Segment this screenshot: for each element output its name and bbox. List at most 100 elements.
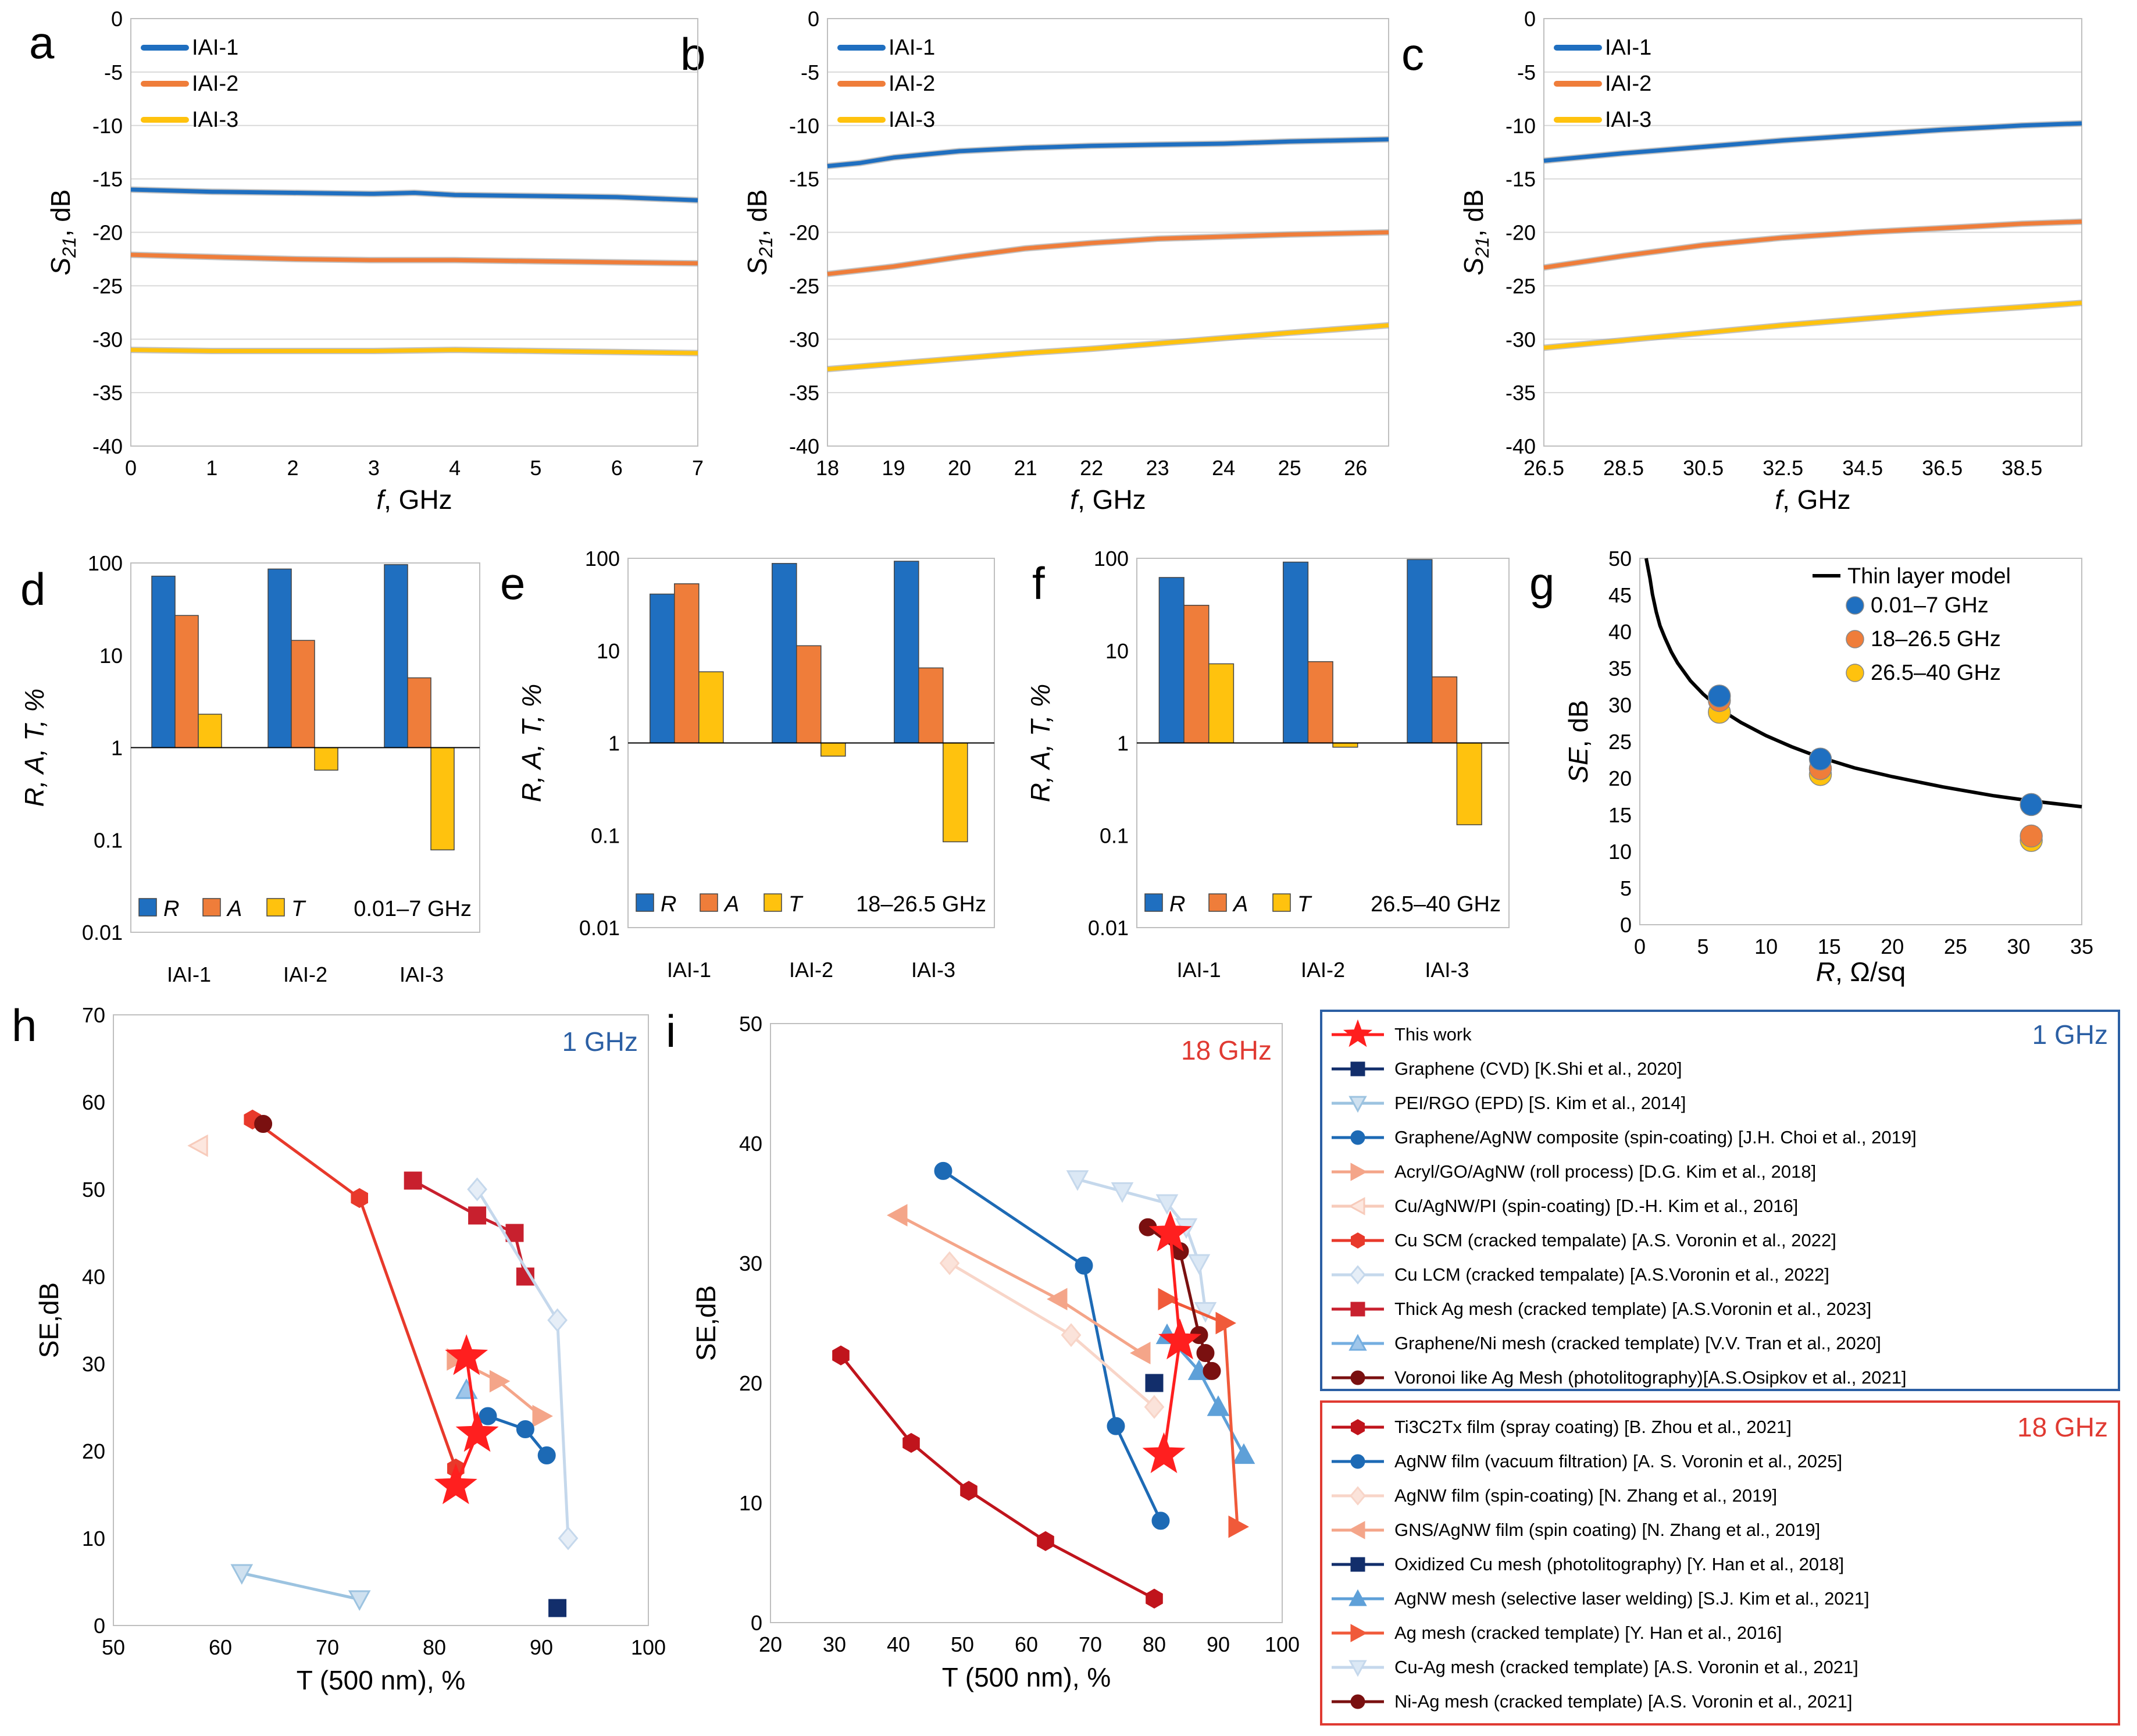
y-tick-label: 100 (1094, 547, 1129, 571)
point-acryl-go-agnw-shape (489, 1370, 511, 1393)
y-tick-label: -15 (92, 167, 123, 191)
point-this-work-shape (434, 1463, 477, 1505)
x-tick-label: 20 (759, 1632, 782, 1656)
legend-swatch-g (1846, 664, 1864, 682)
y-axis-title-sub: 21 (755, 237, 776, 258)
legend-label-iai-3: IAI-3 (192, 108, 238, 132)
x-tick-label: 5 (1697, 935, 1709, 958)
panel-letter-b: b (680, 28, 705, 80)
y-tick-label: 10 (1608, 840, 1632, 864)
y-tick-label: 20 (1608, 767, 1632, 790)
point-gns-agnw-film (1130, 1342, 1151, 1364)
series-shadow (1543, 218, 2082, 271)
legend-entry-label: This work (1394, 1024, 1472, 1045)
x-axis-title: R, Ω/sq (1816, 957, 1906, 987)
y-tick-label: -40 (1505, 434, 1536, 458)
legend-marker-shape (1349, 1265, 1367, 1285)
legend-entry-label: Cu-Ag mesh (cracked template) [A.S. Voro… (1394, 1657, 1858, 1677)
bar-t-iai-3 (943, 742, 968, 843)
y-tick-label: -10 (92, 114, 123, 138)
bar-r-iai-1 (650, 593, 675, 744)
point-this-work (1158, 1318, 1201, 1360)
legend-marker (1350, 1163, 1368, 1181)
point-ag-mesh-cracked-template--shape (1215, 1311, 1236, 1335)
legend-entry-label: Cu/AgNW/PI (spin-coating) [D.-H. Kim et … (1394, 1196, 1798, 1216)
x-tick-label: 22 (1080, 456, 1103, 480)
series-shadow (827, 229, 1389, 277)
y-tick-label: 40 (82, 1265, 105, 1289)
point-cu-lcm-shape (547, 1308, 568, 1332)
bar-t-iai-1 (698, 671, 724, 744)
y-tick-label: 1 (1117, 732, 1129, 755)
series-line-iai-1 (1543, 121, 2082, 163)
y-tick-label: 20 (739, 1371, 762, 1395)
y-tick-label: -5 (801, 60, 819, 84)
legend-entry-label: Ti3C2Tx film (spray coating) [B. Zhou et… (1394, 1417, 1792, 1437)
point-thick-ag-mesh (468, 1206, 487, 1225)
point-ag-mesh-cracked-template- (1158, 1288, 1179, 1311)
x-tick-label: 19 (882, 456, 905, 480)
legend-marker (1350, 1694, 1365, 1709)
y-axis-title: S21, dB (45, 189, 80, 275)
y-tick-label: 0 (1524, 7, 1536, 31)
y-tick-label: 0.1 (591, 824, 620, 847)
point-pei-rgo-epd- (230, 1564, 254, 1585)
y-tick-label: 40 (1608, 620, 1632, 644)
legend-entry-label: Voronoi like Ag Mesh (photolitography)[A… (1394, 1367, 1907, 1388)
point-ti3c2tx-film (1037, 1531, 1054, 1552)
x-category-label: IAI-3 (1425, 958, 1469, 982)
legend-entry-label: PEI/RGO (EPD) [S. Kim et al., 2014] (1394, 1093, 1686, 1113)
point-thick-ag-mesh-shape (468, 1206, 487, 1225)
legend-entry-label: Graphene/Ni mesh (cracked template) [V.V… (1394, 1333, 1881, 1353)
x-category-label: IAI-2 (283, 963, 327, 986)
bar-r-iai-2 (772, 563, 797, 744)
bar-t-iai-1 (1208, 663, 1235, 744)
legend-marker-shape (1350, 1454, 1365, 1469)
legend-entry-label: Cu SCM (cracked tempalate) [A.S. Voronin… (1394, 1230, 1836, 1250)
bar-a-iai-1 (674, 583, 700, 744)
point-agnw-mesh-selective-laser-welding--shape (1232, 1443, 1255, 1464)
point-pei-rgo-epd- (348, 1590, 371, 1611)
legend-swatch-a (202, 898, 221, 917)
y-tick-label: -15 (789, 167, 819, 191)
x-axis-title-italic: f (1070, 484, 1080, 515)
point-thick-ag-mesh (404, 1171, 422, 1190)
point-agnw-film-vacuum-filtration--shape (1107, 1417, 1125, 1435)
point-graphene-agnw-composite-shape (516, 1420, 534, 1438)
y-tick-label: 10 (597, 639, 620, 663)
panel-letter-e: e (500, 558, 525, 609)
point-this-work (455, 1411, 499, 1452)
legend-label-g: 0.01–7 GHz (1871, 593, 1989, 618)
x-tick-label: 38.5 (2002, 456, 2042, 480)
legend-label-a: A (723, 892, 739, 917)
point-cu-ag-mesh-shape (1155, 1194, 1179, 1215)
legend-1ghz-header: 1 GHz (2032, 1020, 2108, 1050)
x-category-label: IAI-3 (399, 963, 444, 986)
legend-label-a: A (226, 897, 242, 921)
legend-marker (1348, 1096, 1367, 1113)
y-tick-label: 1 (111, 736, 123, 760)
point-cu-scm-shape (351, 1188, 368, 1209)
bar-r-iai-1 (151, 575, 176, 748)
point-ti3c2tx-film-shape (1037, 1531, 1054, 1552)
legend-marker (1350, 1130, 1365, 1145)
point-acryl-go-agnw (489, 1370, 511, 1393)
x-axis-title-rest: , GHz (384, 484, 452, 515)
x-tick-label: 7 (692, 456, 704, 480)
point-ni-ag-mesh (1196, 1344, 1215, 1362)
panel-f: 100 10 1 0.1 0.01 IAI-1 IAI-2 IAI-3 R, A, T, % R A… (1025, 547, 1510, 982)
legend-marker-shape (1350, 1624, 1368, 1642)
legend-label-a: A (1232, 892, 1248, 917)
y-tick-label: -20 (789, 221, 819, 245)
legend-marker (1348, 1521, 1365, 1539)
series-line-iai-3 (1543, 301, 2082, 350)
legend-entry-label: Ni-Ag mesh (cracked template) [A.S. Voro… (1394, 1691, 1852, 1712)
y-tick-label: -35 (789, 381, 819, 405)
legend-marker-shape (1343, 1019, 1373, 1047)
bar-t-iai-2 (1332, 742, 1358, 748)
y-tick-label: 35 (1608, 657, 1632, 680)
bar-r-iai-2 (1282, 561, 1309, 744)
legend-marker (1343, 1019, 1373, 1047)
legend-swatch-r (138, 898, 157, 917)
